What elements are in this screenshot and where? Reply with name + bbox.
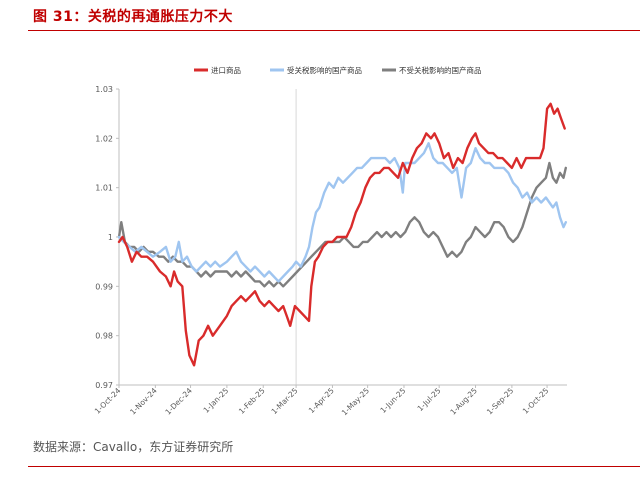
y-tick-label: 0.98 <box>95 332 113 341</box>
x-tick-label: 1-Oct-25 <box>521 386 551 416</box>
x-tick-label: 1-Aug-25 <box>448 386 479 417</box>
legend-label: 进口商品 <box>211 65 241 75</box>
x-tick-label: 1-Jun-25 <box>378 386 407 415</box>
y-tick-label: 1.01 <box>95 184 113 193</box>
x-tick-label: 1-Nov-24 <box>128 386 159 417</box>
figure-title: 图 31：关税的再通胀压力不大 <box>33 9 233 25</box>
x-tick-label: 1-Apr-25 <box>307 386 336 415</box>
line-chart: 0.97 0.98 0.99 1 1.01 1.02 1.03 1-Oct-24 1-Nov-2… <box>93 65 567 417</box>
y-tick-label: 1.03 <box>95 85 113 94</box>
legend: 进口商品 受关税影响的国产商品 不受关税影响的国产商品 <box>194 65 482 75</box>
x-tick-label: 1-Dec-24 <box>163 386 194 417</box>
series-layer <box>117 102 567 367</box>
y-tick-label: 0.97 <box>95 381 113 390</box>
footer-rule <box>28 466 640 467</box>
x-tick-label: 1-Sep-25 <box>485 386 515 416</box>
x-tick-label: 1-Oct-24 <box>93 386 123 416</box>
axes: 0.97 0.98 0.99 1 1.01 1.02 1.03 1-Oct-24 1-Nov-2… <box>93 85 567 417</box>
x-tick-label: 1-Jan-25 <box>202 386 231 415</box>
x-tick-label: 1-Feb-25 <box>237 386 267 416</box>
legend-label: 不受关税影响的国产商品 <box>399 65 482 75</box>
y-tick-label: 1.02 <box>95 134 113 143</box>
legend-label: 受关税影响的国产商品 <box>287 65 362 75</box>
title-rule <box>28 30 640 31</box>
y-tick-label: 1 <box>108 233 113 242</box>
series-line-2 <box>117 142 567 283</box>
series-line-1 <box>117 102 566 367</box>
x-tick-label: 1-Mar-25 <box>270 386 300 416</box>
data-source-note: 数据来源：Cavallo，东方证券研究所 <box>33 440 234 454</box>
y-tick-label: 0.99 <box>95 282 113 291</box>
x-tick-label: 1-May-25 <box>340 386 371 417</box>
x-tick-label: 1-Jul-25 <box>416 386 443 413</box>
